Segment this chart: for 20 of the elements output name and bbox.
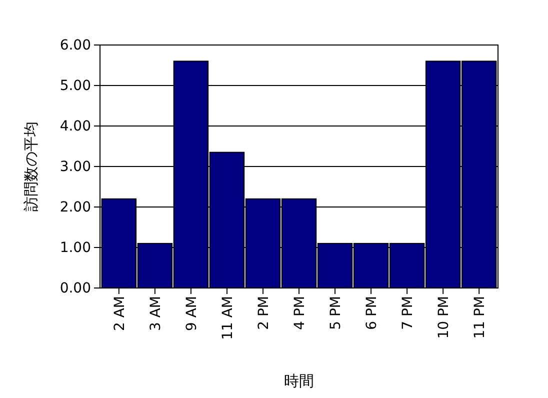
y-tick-label: 5.00 xyxy=(60,78,91,94)
y-tick-label: 3.00 xyxy=(60,158,91,175)
x-tick-label: 3 AM xyxy=(148,296,164,332)
y-axis-title: 訪問数の平均 xyxy=(22,122,40,212)
x-axis-title: 時間 xyxy=(284,372,314,390)
x-tick-label: 2 AM xyxy=(112,296,128,332)
x-tick-label: 11 PM xyxy=(472,296,488,339)
x-tick-label: 7 PM xyxy=(400,296,416,330)
x-tick-label: 6 PM xyxy=(364,296,380,330)
y-tick-label: 2.00 xyxy=(60,199,91,216)
x-tick-label: 2 PM xyxy=(256,296,272,330)
x-tick-label: 9 AM xyxy=(184,296,200,332)
y-tick-label: 6.00 xyxy=(60,37,91,54)
x-tick-label: 4 PM xyxy=(292,296,308,330)
x-tick-label: 5 PM xyxy=(328,296,344,330)
y-tick-label: 1.00 xyxy=(60,240,91,256)
x-tick-label: 11 AM xyxy=(220,296,236,340)
y-tick-label: 4.00 xyxy=(60,118,91,134)
x-tick-label: 10 PM xyxy=(436,296,452,339)
y-tick-label: 0.00 xyxy=(60,280,91,296)
